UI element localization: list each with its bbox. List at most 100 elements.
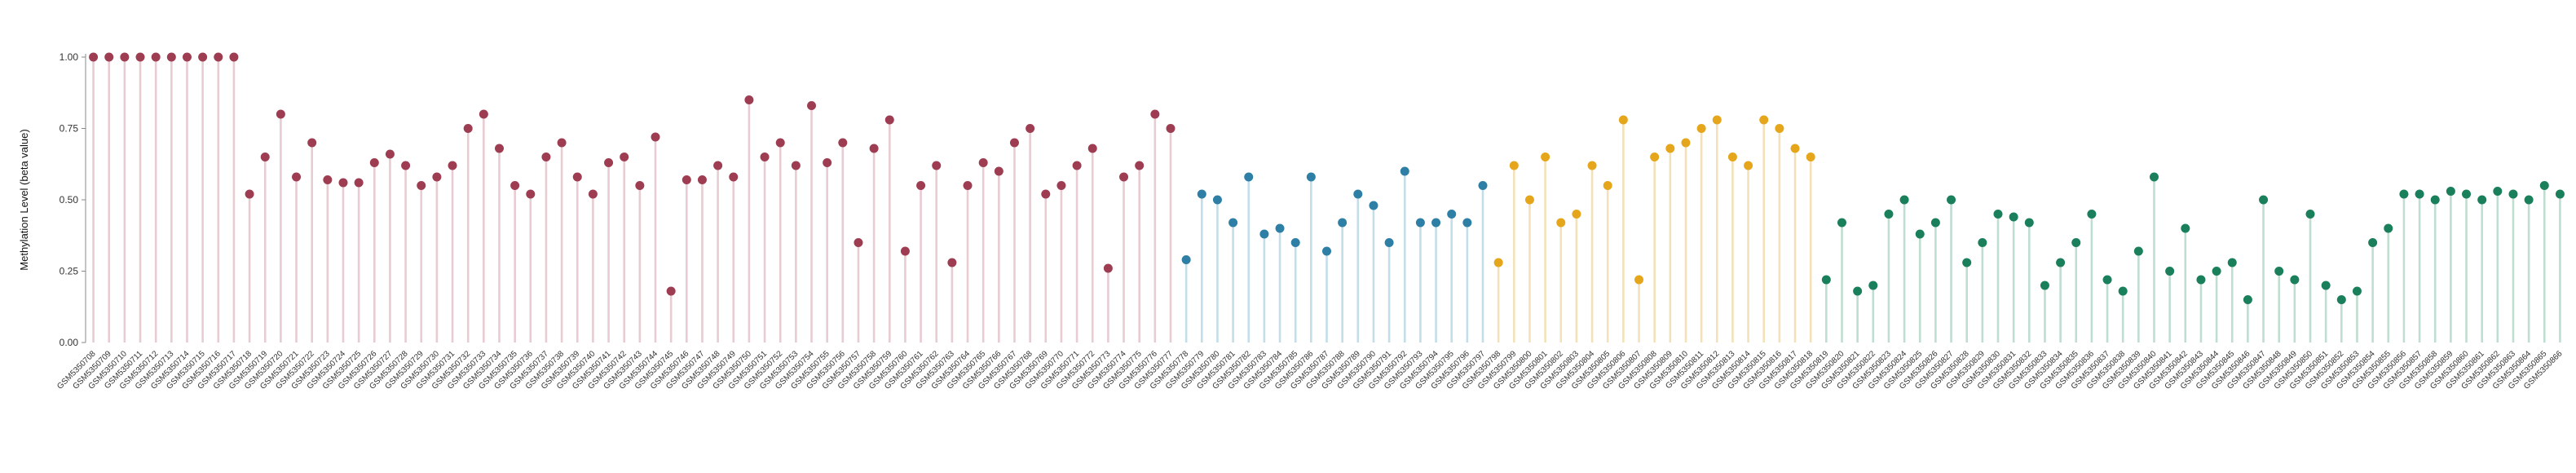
data-point xyxy=(1727,153,1737,161)
data-point xyxy=(2508,189,2518,199)
data-point xyxy=(1541,153,1550,161)
data-point xyxy=(869,144,879,153)
data-point xyxy=(245,189,254,199)
data-point xyxy=(2305,210,2315,219)
data-point xyxy=(417,181,426,190)
data-point xyxy=(2352,286,2362,296)
data-point xyxy=(1665,144,1675,153)
data-point xyxy=(2399,189,2409,199)
data-point xyxy=(2368,238,2378,247)
y-tick-label: 0.50 xyxy=(60,194,79,206)
data-point xyxy=(2196,275,2206,285)
data-point xyxy=(1978,238,1987,247)
data-point xyxy=(2430,195,2440,205)
y-tick-label: 1.00 xyxy=(60,51,79,63)
data-point xyxy=(1712,115,1722,125)
data-point xyxy=(135,52,145,62)
y-tick-label: 0.00 xyxy=(60,337,79,348)
data-point xyxy=(1369,201,1378,210)
data-point xyxy=(541,153,551,161)
y-tick-label: 0.25 xyxy=(60,266,79,277)
data-point xyxy=(1868,281,1878,290)
data-point xyxy=(713,161,723,170)
data-point xyxy=(823,158,832,167)
data-point xyxy=(1587,161,1597,170)
data-point xyxy=(2446,187,2455,196)
data-point xyxy=(1790,144,1800,153)
data-point xyxy=(338,178,348,188)
data-point xyxy=(1962,258,1972,267)
data-point xyxy=(2181,223,2190,233)
data-point xyxy=(1556,218,1566,228)
data-point xyxy=(1166,124,1176,133)
data-point xyxy=(182,52,192,62)
data-point xyxy=(1447,210,1457,219)
data-point xyxy=(495,144,504,153)
data-point xyxy=(1478,181,1488,190)
data-point xyxy=(1821,275,1831,285)
data-point xyxy=(229,52,239,62)
data-point xyxy=(666,286,676,296)
data-point xyxy=(791,161,801,170)
data-point xyxy=(1884,210,1894,219)
data-point xyxy=(2056,258,2066,267)
data-point xyxy=(2133,246,2143,256)
data-point xyxy=(900,246,910,256)
y-axis-label: Methylation Level (beta value) xyxy=(18,129,30,270)
data-point xyxy=(651,132,660,142)
data-point xyxy=(1493,258,1503,267)
data-point xyxy=(588,189,598,199)
data-point xyxy=(1415,218,1425,228)
data-point xyxy=(1572,210,1581,219)
data-point xyxy=(635,181,645,190)
data-point xyxy=(854,238,863,247)
data-point xyxy=(510,181,520,190)
data-point xyxy=(1275,223,1285,233)
data-point xyxy=(760,153,770,161)
data-point xyxy=(2150,172,2159,182)
data-point xyxy=(2321,281,2331,290)
data-point xyxy=(432,172,442,182)
data-point xyxy=(401,161,411,170)
data-point xyxy=(1759,115,1769,125)
data-point xyxy=(1837,218,1846,228)
data-point xyxy=(775,138,785,148)
data-point xyxy=(572,172,582,182)
data-point xyxy=(1026,124,1035,133)
data-point xyxy=(604,158,614,167)
data-point xyxy=(932,161,942,170)
data-point xyxy=(166,52,176,62)
data-point xyxy=(2259,195,2269,205)
data-point xyxy=(89,52,99,62)
data-point xyxy=(884,115,894,125)
data-point xyxy=(1400,166,1409,176)
data-point xyxy=(557,138,567,148)
data-point xyxy=(2274,267,2284,276)
data-point xyxy=(292,172,302,182)
data-point xyxy=(385,149,395,159)
data-point xyxy=(2539,181,2549,190)
data-point xyxy=(1775,124,1784,133)
data-point xyxy=(1056,181,1066,190)
data-point xyxy=(307,138,317,148)
data-point xyxy=(1290,238,1300,247)
data-point xyxy=(729,172,739,182)
data-point xyxy=(120,52,130,62)
data-point xyxy=(1197,189,1206,199)
data-point xyxy=(2024,218,2034,228)
data-point xyxy=(744,95,754,104)
data-point xyxy=(2165,267,2175,276)
data-point xyxy=(1135,161,1145,170)
data-point xyxy=(2384,223,2393,233)
data-point xyxy=(2071,238,2081,247)
data-point xyxy=(807,101,817,110)
data-point xyxy=(2290,275,2300,285)
data-point xyxy=(1915,229,1925,239)
data-point xyxy=(1306,172,1316,182)
data-point xyxy=(214,52,223,62)
data-point xyxy=(1524,195,1534,205)
data-point xyxy=(1462,218,1472,228)
data-point xyxy=(1947,195,1956,205)
